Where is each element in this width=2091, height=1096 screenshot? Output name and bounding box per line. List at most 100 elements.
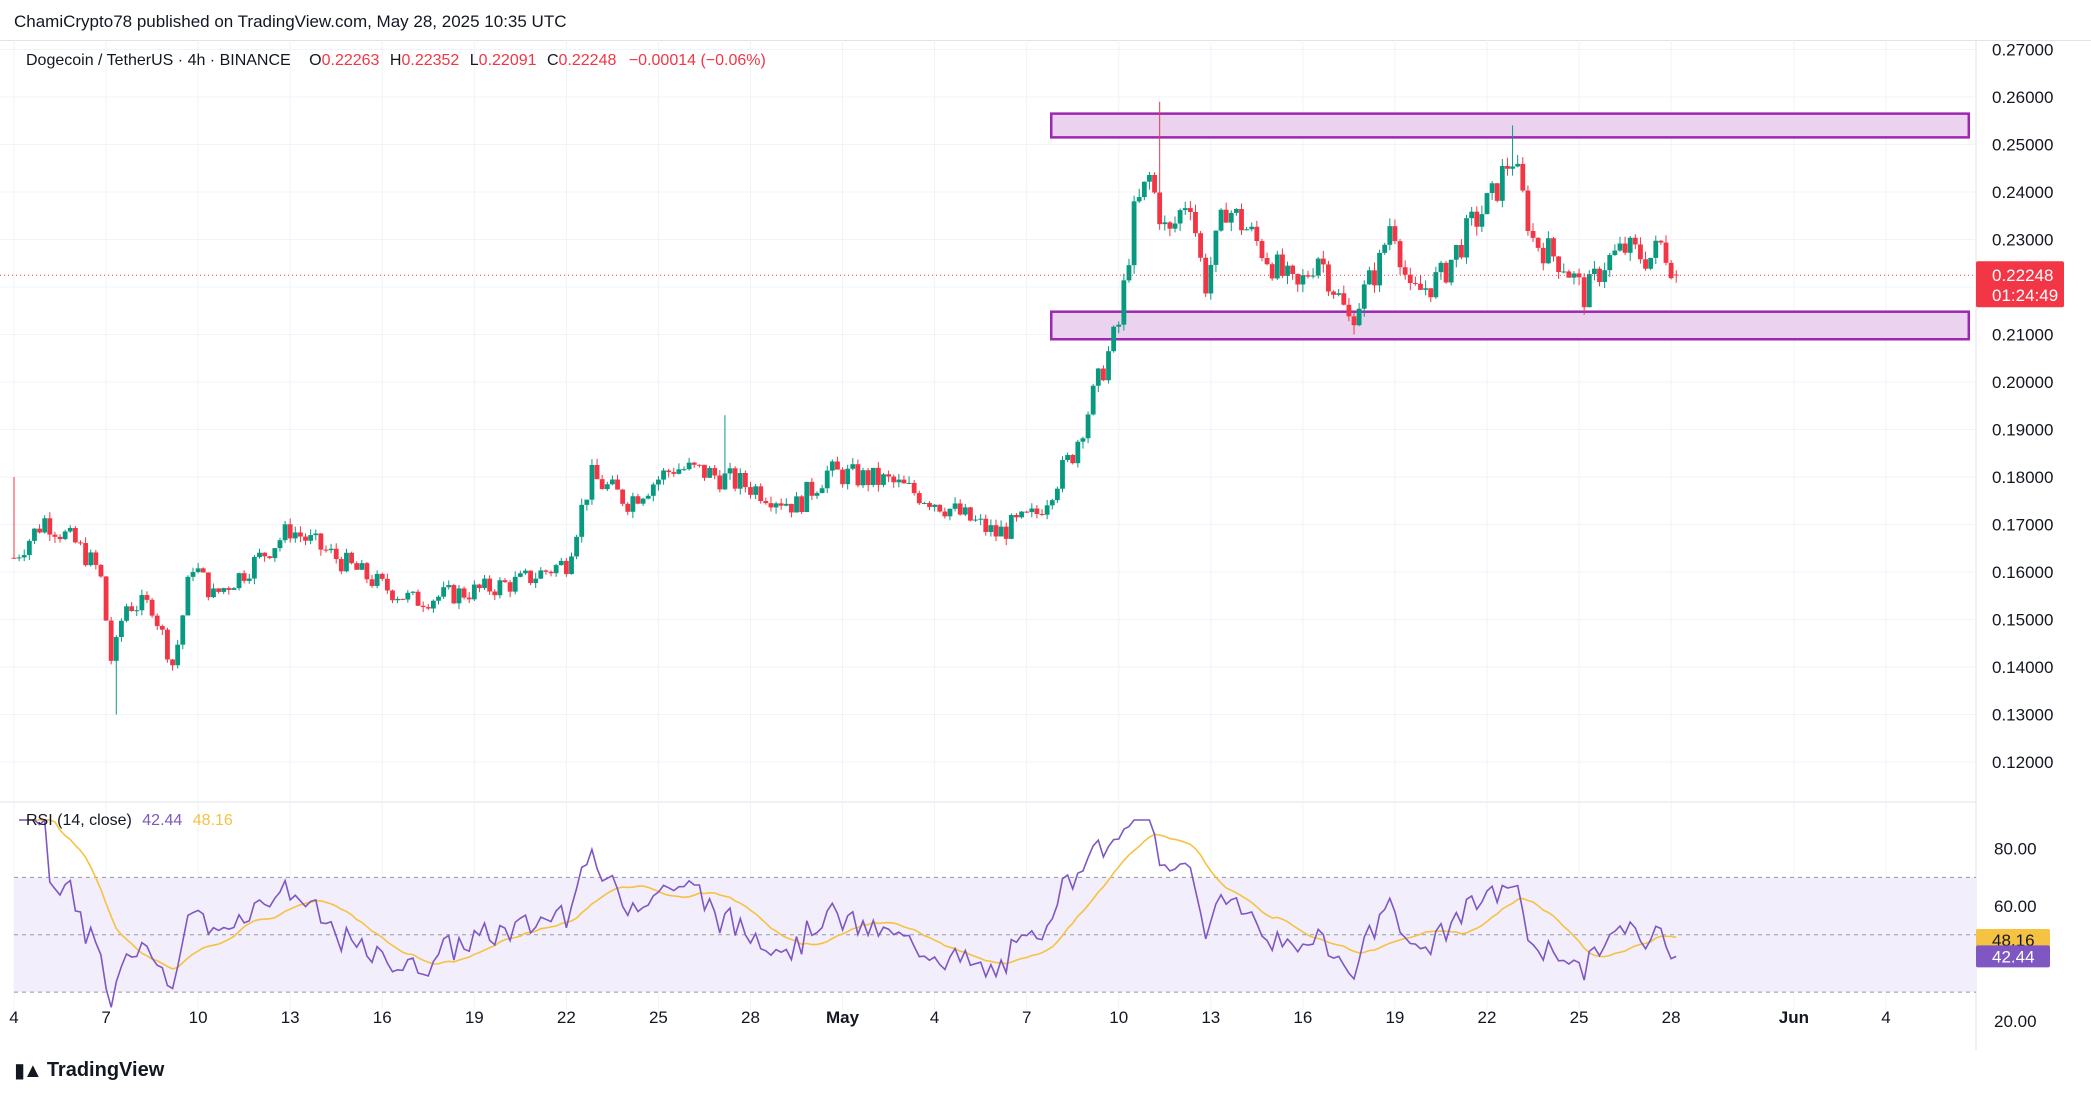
candle-body bbox=[1540, 247, 1546, 264]
candle-body bbox=[57, 536, 63, 540]
candle-body bbox=[492, 591, 498, 596]
candle-body bbox=[1530, 230, 1536, 238]
candle-body bbox=[1566, 271, 1572, 278]
low-value: 0.22091 bbox=[478, 52, 537, 69]
candle-body bbox=[1392, 226, 1398, 242]
candle-body bbox=[124, 606, 129, 621]
candle-body bbox=[671, 472, 677, 474]
candle-body bbox=[83, 543, 89, 566]
candle-body bbox=[1648, 257, 1654, 269]
candle-body bbox=[165, 629, 170, 660]
close-value: 0.22248 bbox=[558, 52, 617, 69]
candle-body bbox=[430, 600, 436, 609]
candle-body bbox=[1003, 526, 1009, 539]
candle-body bbox=[221, 588, 227, 592]
rsi-legend-value: 42.44 bbox=[142, 812, 183, 829]
candle-body bbox=[860, 470, 866, 486]
candle-body bbox=[1382, 244, 1388, 253]
candle-body bbox=[267, 556, 273, 559]
candle-body bbox=[1632, 237, 1638, 245]
price-tick-label: 0.13000 bbox=[1992, 706, 2053, 725]
candle-body bbox=[1586, 274, 1592, 308]
candle-body bbox=[1034, 508, 1040, 514]
chart-canvas[interactable]: 0.27000 0.26000 0.25000 0.24000 0.23000 0.220… bbox=[0, 40, 2091, 1050]
candle-body bbox=[1049, 500, 1055, 506]
candle-body bbox=[1121, 280, 1127, 325]
support-zone[interactable] bbox=[1049, 310, 1971, 341]
candle-body bbox=[1065, 454, 1071, 461]
candle-body bbox=[1136, 197, 1142, 202]
candle-body bbox=[921, 502, 927, 504]
candle-body bbox=[553, 565, 559, 574]
candle-body bbox=[1014, 515, 1019, 518]
candle-body bbox=[1525, 190, 1531, 231]
candle-body bbox=[1581, 277, 1587, 308]
candle-body bbox=[952, 503, 958, 509]
candle-body bbox=[1474, 211, 1480, 227]
candle-body bbox=[333, 548, 339, 560]
last-price-tag[interactable] bbox=[1976, 261, 2064, 308]
time-tick-label: 4 bbox=[930, 1008, 939, 1027]
candle-body bbox=[1505, 166, 1510, 169]
candle-body bbox=[1024, 511, 1030, 513]
candle-body bbox=[1341, 293, 1347, 305]
candle-body bbox=[1182, 208, 1188, 211]
candle-body bbox=[1254, 226, 1260, 242]
candle-body bbox=[1249, 226, 1255, 230]
candle-body bbox=[384, 578, 390, 591]
candle-body bbox=[993, 525, 999, 537]
candle-body bbox=[1372, 270, 1377, 286]
rsi-tag[interactable] bbox=[1976, 945, 2050, 968]
candle-body bbox=[543, 570, 549, 572]
candle-body bbox=[1208, 264, 1214, 294]
candle-body bbox=[814, 493, 820, 496]
candle-body bbox=[410, 591, 416, 593]
candle-body bbox=[1085, 414, 1091, 439]
open-value: 0.22263 bbox=[321, 52, 380, 69]
candle-body bbox=[1556, 256, 1562, 272]
last-price-tag-value: 0.22248 bbox=[1992, 266, 2053, 285]
candle-body bbox=[558, 560, 564, 566]
resistance-zone[interactable] bbox=[1049, 112, 1971, 139]
candle-body bbox=[1167, 222, 1173, 229]
time-tick-label: Jun bbox=[1779, 1008, 1809, 1027]
candle-body bbox=[507, 582, 513, 592]
candle-body bbox=[855, 464, 861, 486]
candle-body bbox=[159, 626, 165, 630]
candle-body bbox=[829, 461, 835, 471]
candle-body bbox=[661, 470, 666, 480]
candle-body bbox=[875, 467, 881, 485]
tradingview-logo[interactable]: ▮▲ TradingView bbox=[14, 1058, 164, 1083]
candle-body bbox=[799, 496, 805, 512]
chart-frame bbox=[0, 40, 2091, 1051]
candle-body bbox=[850, 464, 856, 469]
candle-body bbox=[1448, 259, 1454, 283]
candle-body bbox=[1295, 273, 1301, 285]
candle-body bbox=[1131, 201, 1137, 266]
candle-body bbox=[947, 508, 953, 517]
candle-body bbox=[1428, 288, 1434, 298]
price-tick-label: 0.15000 bbox=[1992, 611, 2053, 630]
time-tick-label: May bbox=[826, 1008, 860, 1027]
time-tick-label: 25 bbox=[649, 1008, 668, 1027]
candle-body bbox=[1443, 262, 1449, 283]
candle-body bbox=[927, 502, 932, 507]
candle-body bbox=[175, 644, 181, 666]
candle-body bbox=[824, 470, 830, 489]
candle-body bbox=[231, 588, 237, 590]
candle-body bbox=[502, 580, 508, 583]
candle-body bbox=[1172, 223, 1178, 229]
candle-body bbox=[1008, 515, 1014, 539]
candle-body bbox=[16, 557, 22, 559]
candle-body bbox=[1259, 241, 1265, 259]
candle-body bbox=[272, 548, 278, 559]
candle-body bbox=[1285, 265, 1290, 276]
rsi-ma-legend-value: 48.16 bbox=[192, 812, 233, 829]
candle-body bbox=[942, 511, 948, 517]
candle-body bbox=[344, 552, 349, 572]
candle-body bbox=[246, 578, 252, 581]
rsi-legend: RSI (14, close) 42.44 48.16 bbox=[26, 812, 233, 830]
candle-body bbox=[1668, 262, 1674, 279]
candle-body bbox=[1223, 209, 1229, 223]
candle-countdown: 01:24:49 bbox=[1992, 286, 2058, 305]
